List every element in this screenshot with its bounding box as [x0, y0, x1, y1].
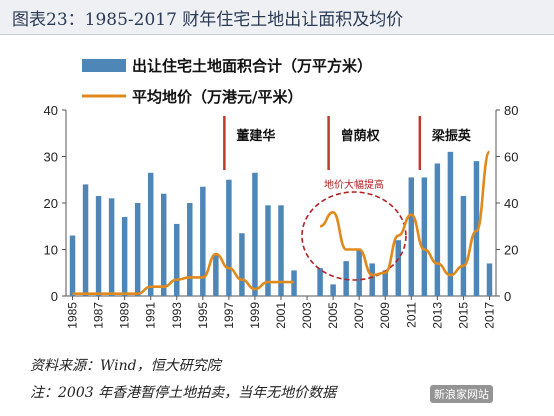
annotation-label: 地价大幅提高: [324, 178, 384, 191]
bar-2006: [343, 261, 349, 296]
bar-2015: [460, 196, 467, 296]
y-left-tick-label: 20: [44, 196, 58, 211]
y-left-tick-label: 30: [44, 150, 58, 165]
bar-1998: [239, 233, 245, 296]
x-tick-label: 1991: [144, 302, 158, 329]
bar-1994: [187, 203, 193, 296]
bar-1986: [82, 184, 89, 296]
annotation-ellipse: [301, 191, 407, 281]
era-label: 董建华: [236, 128, 275, 144]
x-tick-label: 1987: [92, 302, 106, 329]
legend-bar-swatch: [82, 59, 126, 72]
y-left-tick-label: 40: [44, 103, 58, 118]
y-right-tick-label: 20: [504, 243, 518, 258]
y-left-tick-label: 0: [51, 289, 58, 304]
price-line-segment-0: [72, 252, 295, 295]
y-left-tick-label: 10: [44, 243, 58, 258]
bar-1999: [252, 172, 258, 296]
bar-1993: [174, 223, 180, 296]
bar-2004: [317, 268, 323, 296]
bar-1991: [147, 172, 154, 296]
y-right-tick-label: 60: [504, 150, 518, 165]
bar-2017: [486, 263, 493, 296]
bar-1996: [213, 254, 219, 296]
x-tick-label: 2015: [456, 302, 470, 329]
bar-2016: [473, 161, 480, 296]
watermark: 新浪家网站: [430, 385, 493, 403]
era-label: 曾荫权: [341, 128, 381, 144]
x-tick-label: 1985: [66, 302, 80, 329]
bar-1992: [160, 193, 167, 296]
bar-2009: [382, 270, 388, 296]
x-tick-label: 1993: [170, 302, 184, 329]
x-tick-label: 2017: [482, 302, 496, 329]
y-right-tick-label: 40: [504, 196, 518, 211]
x-tick-label: 1999: [248, 302, 262, 329]
bar-1988: [108, 198, 115, 296]
bar-1987: [95, 196, 102, 296]
bar-2013: [434, 163, 441, 296]
bar-2000: [265, 205, 271, 296]
price-line-segment-1: [319, 150, 491, 277]
x-tick-label: 2011: [404, 302, 418, 328]
title-bar: 图表23：1985-2017 财年住宅土地出让面积及均价: [0, 0, 554, 35]
bar-1990: [134, 203, 141, 296]
x-tick-label: 2007: [352, 302, 366, 329]
x-tick-label: 1989: [118, 302, 132, 329]
x-tick-label: 1997: [222, 302, 236, 329]
x-tick-label: 2005: [326, 302, 340, 329]
bar-2011: [408, 177, 415, 296]
bar-2005: [330, 284, 336, 296]
bar-2001: [278, 205, 284, 296]
legend: 出让住宅土地面积合计（万平方米） 平均地价（万港元/平米）: [82, 57, 372, 106]
bar-1997: [226, 179, 232, 296]
bar-2014: [447, 151, 454, 296]
x-tick-label: 2003: [300, 302, 314, 329]
x-tick-label: 1995: [196, 302, 210, 329]
bar-2007: [356, 249, 362, 296]
y-right-tick-label: 80: [504, 103, 518, 118]
chart: 出让住宅土地面积合计（万平方米） 平均地价（万港元/平米） 0102030400…: [44, 57, 519, 329]
source-note: 资料来源：Wind，恒大研究院: [30, 358, 221, 374]
y-right-tick-label: 0: [504, 289, 511, 304]
footnote: 注：2003 年香港暂停土地拍卖，当年无地价数据: [30, 385, 337, 401]
bar-2012: [421, 177, 428, 296]
x-tick-label: 2013: [430, 302, 444, 329]
bar-2010: [395, 240, 402, 296]
era-label: 梁振英: [431, 128, 472, 144]
bar-1995: [200, 186, 206, 296]
page-title: 图表23：1985-2017 财年住宅土地出让面积及均价: [12, 10, 404, 30]
x-tick-label: 2001: [274, 302, 288, 329]
x-tick-label: 2009: [378, 302, 392, 329]
bar-1985: [69, 235, 76, 296]
legend-bar-label: 出让住宅土地面积合计（万平方米）: [132, 57, 372, 75]
bar-1989: [121, 216, 128, 296]
legend-line-label: 平均地价（万港元/平米）: [132, 88, 302, 106]
bar-2008: [369, 263, 375, 296]
